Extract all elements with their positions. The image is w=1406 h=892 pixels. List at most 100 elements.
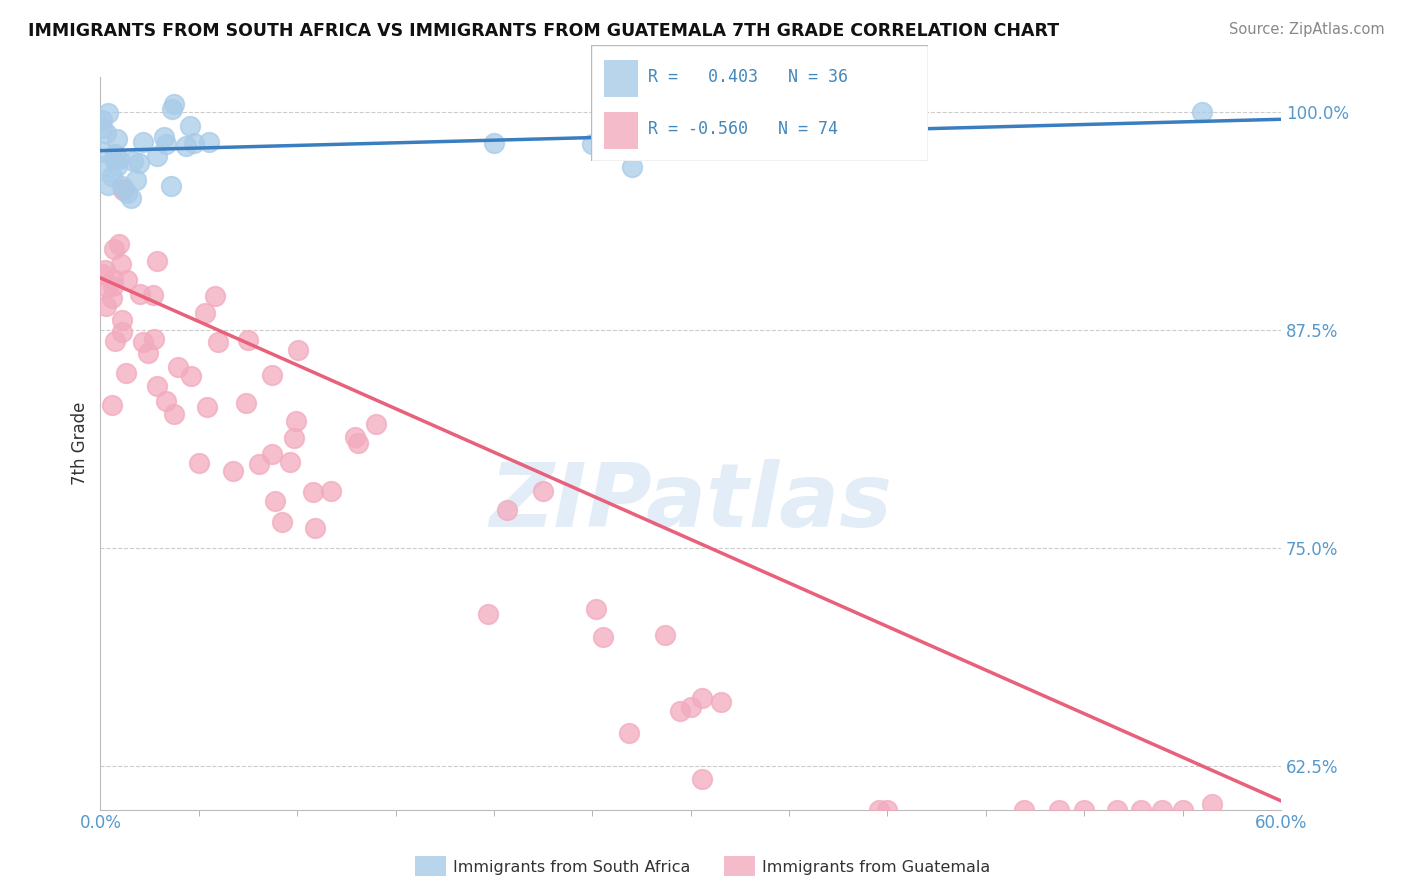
Point <box>174 139 197 153</box>
Point <box>122 153 145 168</box>
Point <box>247 457 270 471</box>
Text: Immigrants from South Africa: Immigrants from South Africa <box>453 860 690 874</box>
Point <box>1191 105 1213 120</box>
Point <box>876 803 898 817</box>
Point <box>271 515 294 529</box>
Point <box>346 435 368 450</box>
Point <box>101 291 124 305</box>
Point <box>103 242 125 256</box>
Point <box>146 149 169 163</box>
Point <box>111 325 134 339</box>
Text: ZIPatlas: ZIPatlas <box>489 458 893 546</box>
Point <box>146 379 169 393</box>
Point <box>343 430 366 444</box>
Text: R = -0.560   N = 74: R = -0.560 N = 74 <box>648 120 838 138</box>
Point <box>262 447 284 461</box>
Point <box>160 179 183 194</box>
Point <box>477 607 499 622</box>
Point <box>115 366 138 380</box>
Point <box>207 334 229 349</box>
Point <box>195 400 218 414</box>
Point <box>194 306 217 320</box>
Point <box>482 136 505 150</box>
Point <box>155 136 177 151</box>
Text: IMMIGRANTS FROM SOUTH AFRICA VS IMMIGRANTS FROM GUATEMALA 7TH GRADE CORRELATION : IMMIGRANTS FROM SOUTH AFRICA VS IMMIGRAN… <box>28 22 1059 40</box>
Point <box>115 273 138 287</box>
Point <box>204 289 226 303</box>
Bar <box>605 60 638 97</box>
Point <box>107 152 129 166</box>
Point <box>287 343 309 357</box>
Point <box>136 346 159 360</box>
Point <box>105 132 128 146</box>
Point <box>321 483 343 498</box>
Point <box>283 431 305 445</box>
Point <box>97 178 120 192</box>
Point <box>103 152 125 166</box>
Bar <box>605 112 638 149</box>
Point <box>1047 803 1070 817</box>
Point <box>142 287 165 301</box>
Point <box>1073 803 1095 817</box>
Point <box>366 417 388 431</box>
Point <box>125 173 148 187</box>
Point <box>152 130 174 145</box>
Point <box>302 484 325 499</box>
Point <box>100 169 122 183</box>
Point <box>264 493 287 508</box>
Point <box>112 182 135 196</box>
Point <box>105 159 128 173</box>
Point <box>96 280 118 294</box>
Point <box>495 503 517 517</box>
Point <box>94 299 117 313</box>
Point <box>236 334 259 348</box>
Point <box>1171 803 1194 817</box>
Point <box>222 464 245 478</box>
Point <box>669 704 692 718</box>
Point <box>617 726 640 740</box>
Point <box>91 121 114 136</box>
Point <box>620 160 643 174</box>
Point <box>679 118 702 132</box>
Point <box>592 630 614 644</box>
Point <box>101 399 124 413</box>
Point <box>285 414 308 428</box>
Point <box>163 96 186 111</box>
Point <box>235 395 257 409</box>
Point <box>129 287 152 301</box>
Point <box>155 394 177 409</box>
Point <box>1105 803 1128 817</box>
Point <box>91 145 114 159</box>
Point <box>91 267 114 281</box>
Point <box>160 102 183 116</box>
Point <box>97 106 120 120</box>
Point <box>304 521 326 535</box>
Point <box>709 694 731 708</box>
Point <box>91 113 114 128</box>
Point <box>115 186 138 200</box>
Point <box>876 125 898 139</box>
Text: R =   0.403   N = 36: R = 0.403 N = 36 <box>648 68 848 86</box>
Point <box>163 407 186 421</box>
Point <box>1150 803 1173 817</box>
Point <box>690 691 713 706</box>
Point <box>103 147 125 161</box>
Point <box>1012 803 1035 817</box>
Point <box>94 263 117 277</box>
Point <box>142 332 165 346</box>
Point <box>110 257 132 271</box>
Point <box>132 335 155 350</box>
Point <box>104 334 127 348</box>
Point <box>654 628 676 642</box>
Point <box>111 183 134 197</box>
Point <box>94 126 117 140</box>
Point <box>131 135 153 149</box>
Point <box>262 368 284 382</box>
Point <box>188 456 211 470</box>
Point <box>120 191 142 205</box>
Point <box>128 156 150 170</box>
Text: Immigrants from Guatemala: Immigrants from Guatemala <box>762 860 990 874</box>
Point <box>581 136 603 151</box>
Point <box>690 772 713 787</box>
Point <box>101 272 124 286</box>
